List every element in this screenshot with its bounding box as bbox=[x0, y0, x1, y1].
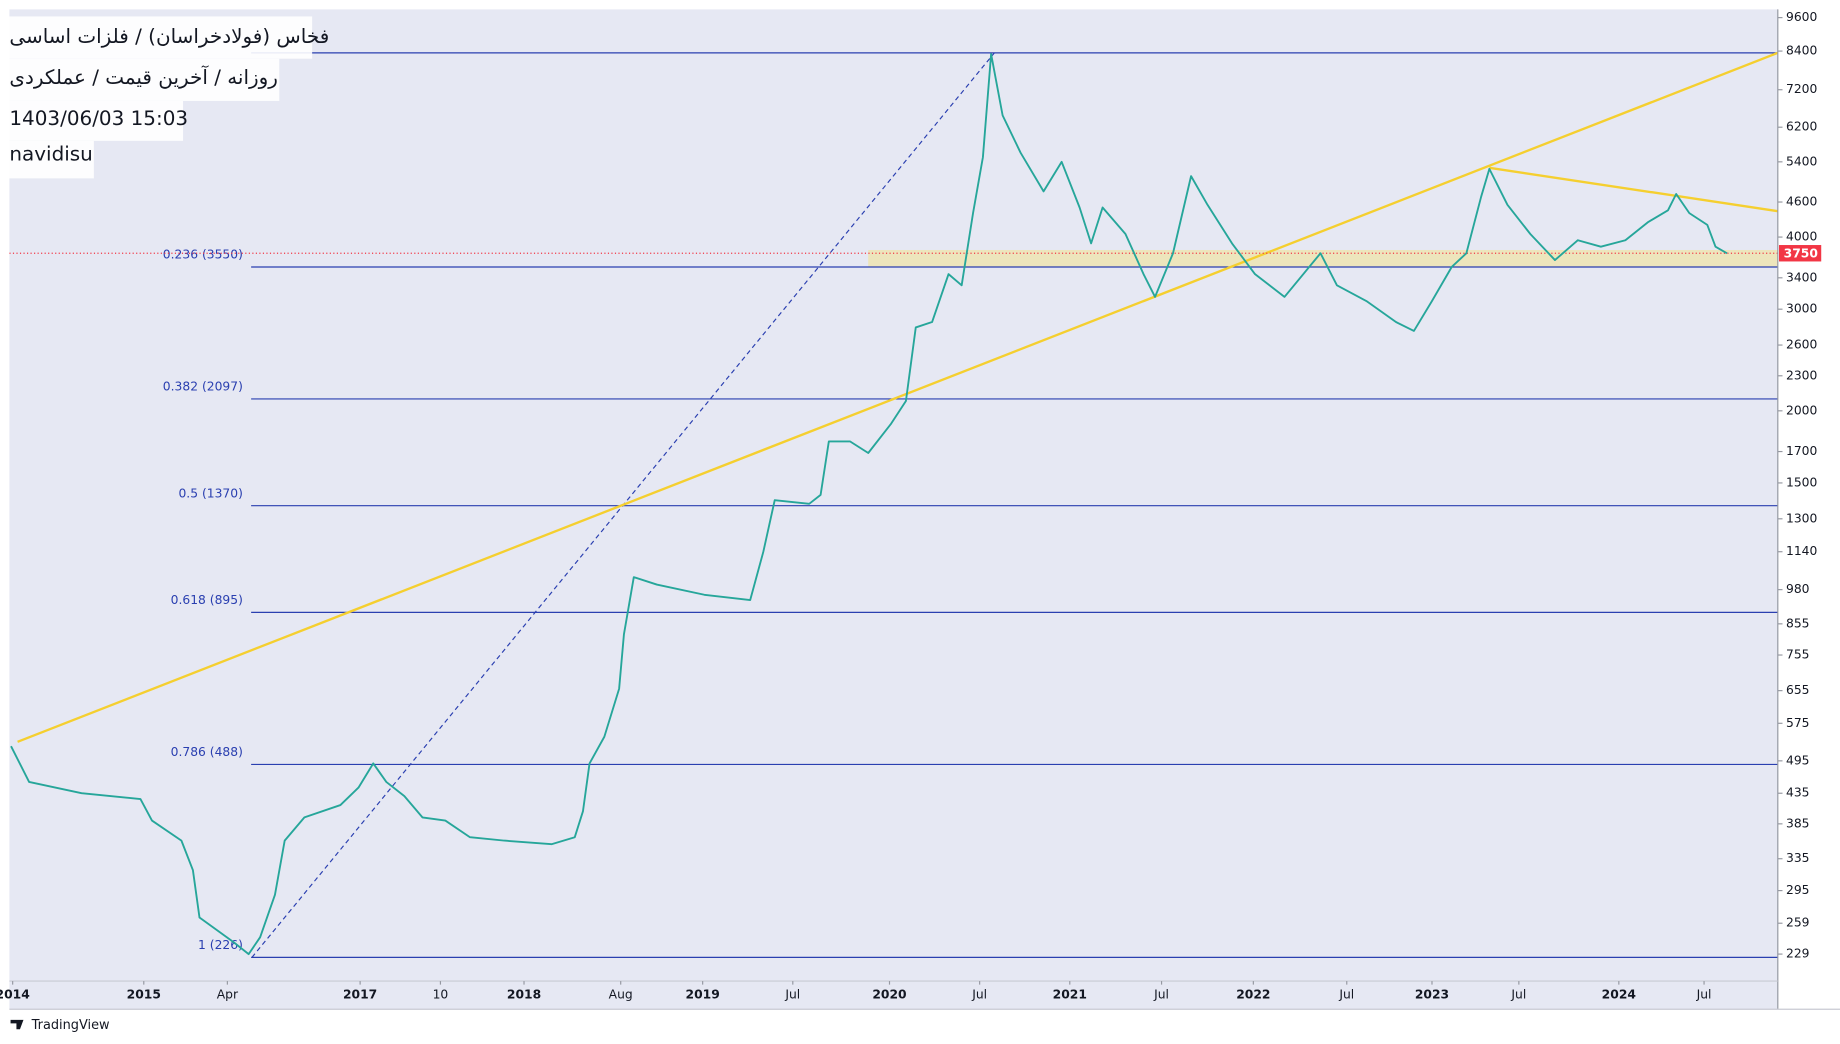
fib-level-label: 0.618 (895) bbox=[171, 593, 243, 607]
y-tick-label: 980 bbox=[1786, 582, 1810, 596]
x-tick-label: 2024 bbox=[1602, 988, 1636, 1002]
x-tick-label: Jul bbox=[784, 988, 800, 1002]
plot-background bbox=[9, 9, 1778, 1010]
chart-author: navidisu bbox=[9, 141, 92, 165]
y-tick-label: 8400 bbox=[1786, 44, 1817, 58]
y-tick-label: 385 bbox=[1786, 816, 1810, 830]
x-tick-label: Apr bbox=[217, 988, 239, 1002]
y-tick-label: 6200 bbox=[1786, 120, 1817, 134]
y-tick-label: 4600 bbox=[1786, 195, 1817, 209]
plot-area: 0.236 (3550) 0.382 (2097) 0.5 (1370) 0.618 … bbox=[9, 51, 1778, 958]
y-tick-label: 7200 bbox=[1786, 82, 1817, 96]
x-tick-label: 2014 bbox=[0, 988, 30, 1002]
x-tick-label: Jul bbox=[1153, 988, 1169, 1002]
x-tick-label: 2022 bbox=[1236, 988, 1270, 1002]
trend-line bbox=[1489, 166, 1778, 213]
y-tick-label: 4000 bbox=[1786, 230, 1817, 244]
y-tick-label: 2300 bbox=[1786, 368, 1817, 382]
legend-header: فخاس (فولادخراسان) / فلزات اساسی روزانه … bbox=[0, 16, 329, 179]
x-tick-label: Aug bbox=[609, 988, 633, 1002]
x-tick-label: 10 bbox=[433, 988, 449, 1002]
y-tick-label: 335 bbox=[1786, 851, 1810, 865]
logo-icon bbox=[10, 1019, 24, 1030]
x-tick-label: Jul bbox=[1510, 988, 1526, 1002]
y-tick-label: 2000 bbox=[1786, 403, 1817, 417]
header-bg bbox=[0, 16, 313, 59]
x-tick-label: Jul bbox=[1338, 988, 1354, 1002]
chart-title: فخاس (فولادخراسان) / فلزات اساسی bbox=[9, 24, 329, 48]
y-tick-label: 435 bbox=[1786, 786, 1810, 800]
y-tick-label: 229 bbox=[1786, 947, 1810, 961]
x-tick-label: Jul bbox=[1696, 988, 1712, 1002]
header-bg bbox=[0, 58, 280, 101]
x-tick-label: 2018 bbox=[507, 988, 541, 1002]
y-tick-label: 5400 bbox=[1786, 154, 1817, 168]
last-price-badge bbox=[1778, 245, 1822, 262]
y-tick-label: 1500 bbox=[1786, 475, 1817, 489]
fib-level-label: 0.5 (1370) bbox=[178, 486, 242, 500]
y-tick-label: 2600 bbox=[1786, 338, 1817, 352]
footer-text: TradingView bbox=[31, 1018, 110, 1033]
fib-level-label: 0.236 (3550) bbox=[163, 248, 243, 262]
axes: 9600 8400 7200 6200 5400 4600 4000 3400 3000 2600… bbox=[0, 9, 1840, 1010]
chart-date: 1403/06/03 15:03 bbox=[9, 106, 188, 130]
x-tick-label: Jul bbox=[971, 988, 987, 1002]
y-tick-label: 495 bbox=[1786, 753, 1810, 767]
y-tick-label: 575 bbox=[1786, 716, 1810, 730]
y-tick-label: 755 bbox=[1786, 648, 1810, 662]
x-tick-label: 2017 bbox=[343, 988, 377, 1002]
y-tick-label: 3400 bbox=[1786, 270, 1817, 284]
y-tick-label: 1700 bbox=[1786, 444, 1817, 458]
last-price-label: 3750 bbox=[1784, 246, 1818, 260]
footer-logo: TradingView bbox=[10, 1018, 110, 1033]
x-tick-label: 2020 bbox=[872, 988, 906, 1002]
x-tick-label: 2019 bbox=[686, 988, 720, 1002]
x-tick-label: 2021 bbox=[1053, 988, 1087, 1002]
x-tick-label: 2015 bbox=[127, 988, 161, 1002]
trend-line bbox=[17, 51, 1778, 743]
chart-subtitle: روزانه / آخرین قیمت / عملکردی bbox=[9, 64, 278, 89]
y-tick-label: 1300 bbox=[1786, 511, 1817, 525]
y-tick-label: 855 bbox=[1786, 616, 1810, 630]
y-tick-label: 259 bbox=[1786, 916, 1810, 930]
header-bg bbox=[0, 100, 184, 141]
x-tick-label: 2023 bbox=[1415, 988, 1449, 1002]
price-line bbox=[10, 53, 1728, 956]
y-tick-label: 3000 bbox=[1786, 302, 1817, 316]
y-tick-label: 1140 bbox=[1786, 544, 1817, 558]
header-bg bbox=[0, 140, 94, 179]
fib-level-label: 0.382 (2097) bbox=[163, 380, 243, 394]
fib-level-label: 0.786 (488) bbox=[171, 745, 243, 759]
y-tick-label: 655 bbox=[1786, 683, 1810, 697]
y-tick-label: 9600 bbox=[1786, 10, 1817, 24]
y-tick-label: 295 bbox=[1786, 883, 1810, 897]
